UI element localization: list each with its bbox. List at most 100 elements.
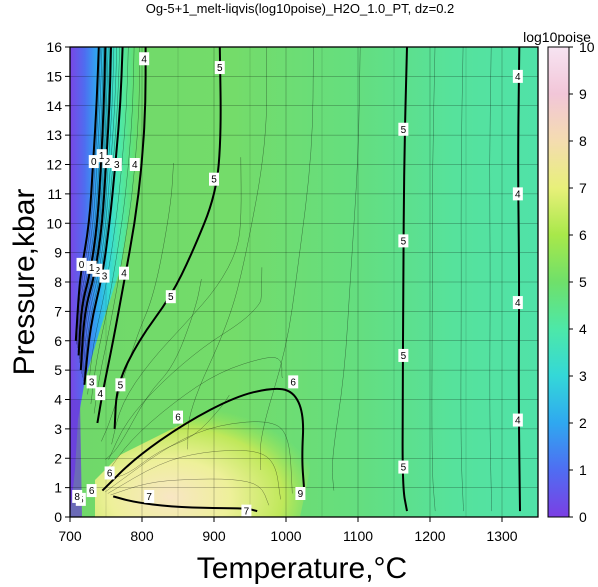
contour-label: 6 <box>290 377 296 388</box>
contour-label-bg <box>119 266 129 280</box>
colorbar-tick-label: 6 <box>579 227 587 243</box>
contour-label-bg <box>88 155 99 169</box>
colorbar: 0 1 2 3 4 5 6 7 8 9 10 log10poise <box>523 29 595 525</box>
y-tick-label: 9 <box>54 245 62 261</box>
colorbar-label: log10poise <box>523 29 591 45</box>
contour-label-bg <box>139 52 150 66</box>
fine-contour <box>332 47 361 491</box>
fine-contour <box>83 47 120 382</box>
contour-line-0 <box>74 47 100 341</box>
y-tick-label: 4 <box>54 392 62 408</box>
fine-contour <box>81 47 115 374</box>
fine-contour <box>105 357 283 476</box>
contour-label: 4 <box>132 160 138 171</box>
contour-label: 1 <box>89 263 95 274</box>
x-tick-label: 1000 <box>270 528 301 544</box>
contour-lines <box>74 47 521 513</box>
contour-label: 1 <box>99 151 105 162</box>
contour-label: 3 <box>102 272 108 283</box>
y-tick-label: 13 <box>46 127 62 143</box>
colorbar-tick-label: 3 <box>579 368 587 384</box>
contour-labels: 4444555555556667794444333221100658 <box>72 52 523 517</box>
fine-contour <box>104 421 293 494</box>
contour-label: 4 <box>515 189 521 200</box>
colorbar-tick-label: 0 <box>579 509 587 525</box>
contour-label-bg <box>241 504 252 517</box>
y-tick-label: 10 <box>46 215 62 231</box>
y-axis-label: Pressure,kbar <box>8 189 41 376</box>
y-tick-label: 6 <box>54 333 62 349</box>
contour-line-6 <box>101 387 305 492</box>
y-tick-label: 15 <box>46 68 62 84</box>
fine-contour <box>187 47 267 450</box>
contour-label-bg <box>398 234 409 248</box>
fine-contour <box>460 47 464 512</box>
contour-label-bg <box>512 413 523 427</box>
contour-label: 5 <box>401 463 407 474</box>
contour-line-4 <box>517 47 521 512</box>
contour-label: 4 <box>121 269 127 280</box>
y-tick-label: 2 <box>54 450 62 466</box>
colorbar-tick-label: 10 <box>579 39 595 55</box>
fine-contour <box>101 162 174 442</box>
fine-contour <box>108 267 263 460</box>
contour-label: 4 <box>515 416 521 427</box>
contour-label: 7 <box>146 492 152 503</box>
contour-line-1 <box>77 47 107 356</box>
contour-label-bg <box>398 460 409 474</box>
contour-line-2 <box>79 47 112 371</box>
contour-label-bg <box>86 260 97 274</box>
contour-line-3 <box>83 47 124 385</box>
contour-label: 4 <box>97 389 103 400</box>
high-viscosity-field <box>95 385 310 517</box>
contour-label: 5 <box>168 292 174 303</box>
colorbar-strip <box>547 46 570 518</box>
colorbar-ticks: 0 1 2 3 4 5 6 7 8 9 10 <box>569 39 595 525</box>
contour-label-bg <box>115 378 126 392</box>
contour-label: 5 <box>217 63 223 74</box>
y-tick-label: 7 <box>54 303 62 319</box>
y-tick-label: 12 <box>46 157 62 173</box>
contour-label-bg <box>76 257 87 271</box>
contour-label-bg <box>398 122 409 136</box>
contour-label: 3 <box>89 377 95 388</box>
contour-label-bg <box>398 348 409 362</box>
contour-label-bg <box>165 290 176 304</box>
x-tick-label: 1100 <box>343 528 373 544</box>
contour-label: 6 <box>107 468 113 479</box>
contour-label: 6 <box>175 413 181 424</box>
colorbar-tick-label: 2 <box>579 415 587 431</box>
colorbar-tick-label: 4 <box>579 321 587 337</box>
contour-line-7 <box>112 495 258 513</box>
contour-label: 9 <box>298 489 304 500</box>
contour-label: 2 <box>95 266 101 277</box>
y-tick-label: 16 <box>46 39 62 55</box>
contour-label-bg <box>102 155 113 169</box>
contour-label: 8 <box>74 492 80 503</box>
contour-label: 5 <box>401 125 407 136</box>
y-tick-label: 11 <box>47 186 62 202</box>
contour-label: 5 <box>211 175 217 186</box>
y-tick-label: 14 <box>46 98 62 114</box>
contour-label-bg <box>512 187 523 201</box>
y-tick-label: 3 <box>54 421 62 437</box>
contour-label-bg <box>95 387 106 401</box>
contour-label: 6 <box>89 486 95 497</box>
x-axis-ticks: 700 800 900 1000 1100 1200 1300 <box>58 517 518 544</box>
contour-label-bg <box>288 375 299 389</box>
contour-label: 0 <box>91 157 97 168</box>
fine-contour <box>260 47 314 471</box>
contour-label-bg <box>86 484 97 498</box>
contour-label: 5 <box>118 380 124 391</box>
contour-label: 4 <box>515 72 521 83</box>
contour-label: 3 <box>114 160 120 171</box>
colorbar-tick-label: 9 <box>579 86 587 102</box>
fine-contour <box>79 47 109 363</box>
fine-contour <box>110 478 270 506</box>
x-tick-label: 1300 <box>486 528 517 544</box>
contour-label-bg <box>92 263 103 277</box>
contour-label-bg <box>512 69 523 83</box>
x-tick-label: 1200 <box>414 528 445 544</box>
